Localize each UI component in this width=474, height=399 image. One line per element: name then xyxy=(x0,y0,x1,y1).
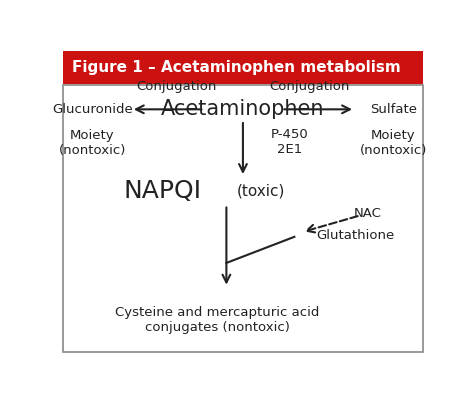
Text: Moiety
(nontoxic): Moiety (nontoxic) xyxy=(59,129,126,157)
Text: Figure 1 – Acetaminophen metabolism: Figure 1 – Acetaminophen metabolism xyxy=(72,60,401,75)
Text: Conjugation: Conjugation xyxy=(137,80,217,93)
Text: Glucuronide: Glucuronide xyxy=(52,103,133,116)
Text: P-450
2E1: P-450 2E1 xyxy=(271,128,308,156)
Bar xyxy=(63,85,423,352)
Text: NAPQI: NAPQI xyxy=(123,179,201,203)
Bar xyxy=(63,51,423,84)
Text: Moiety
(nontoxic): Moiety (nontoxic) xyxy=(360,129,427,157)
Text: NAC: NAC xyxy=(354,207,382,220)
Text: Cysteine and mercapturic acid
conjugates (nontoxic): Cysteine and mercapturic acid conjugates… xyxy=(115,306,319,334)
Text: (toxic): (toxic) xyxy=(237,183,285,198)
Text: Acetaminophen: Acetaminophen xyxy=(161,99,325,119)
Text: Conjugation: Conjugation xyxy=(269,80,349,93)
Text: Sulfate: Sulfate xyxy=(370,103,417,116)
Text: Glutathione: Glutathione xyxy=(316,229,395,242)
